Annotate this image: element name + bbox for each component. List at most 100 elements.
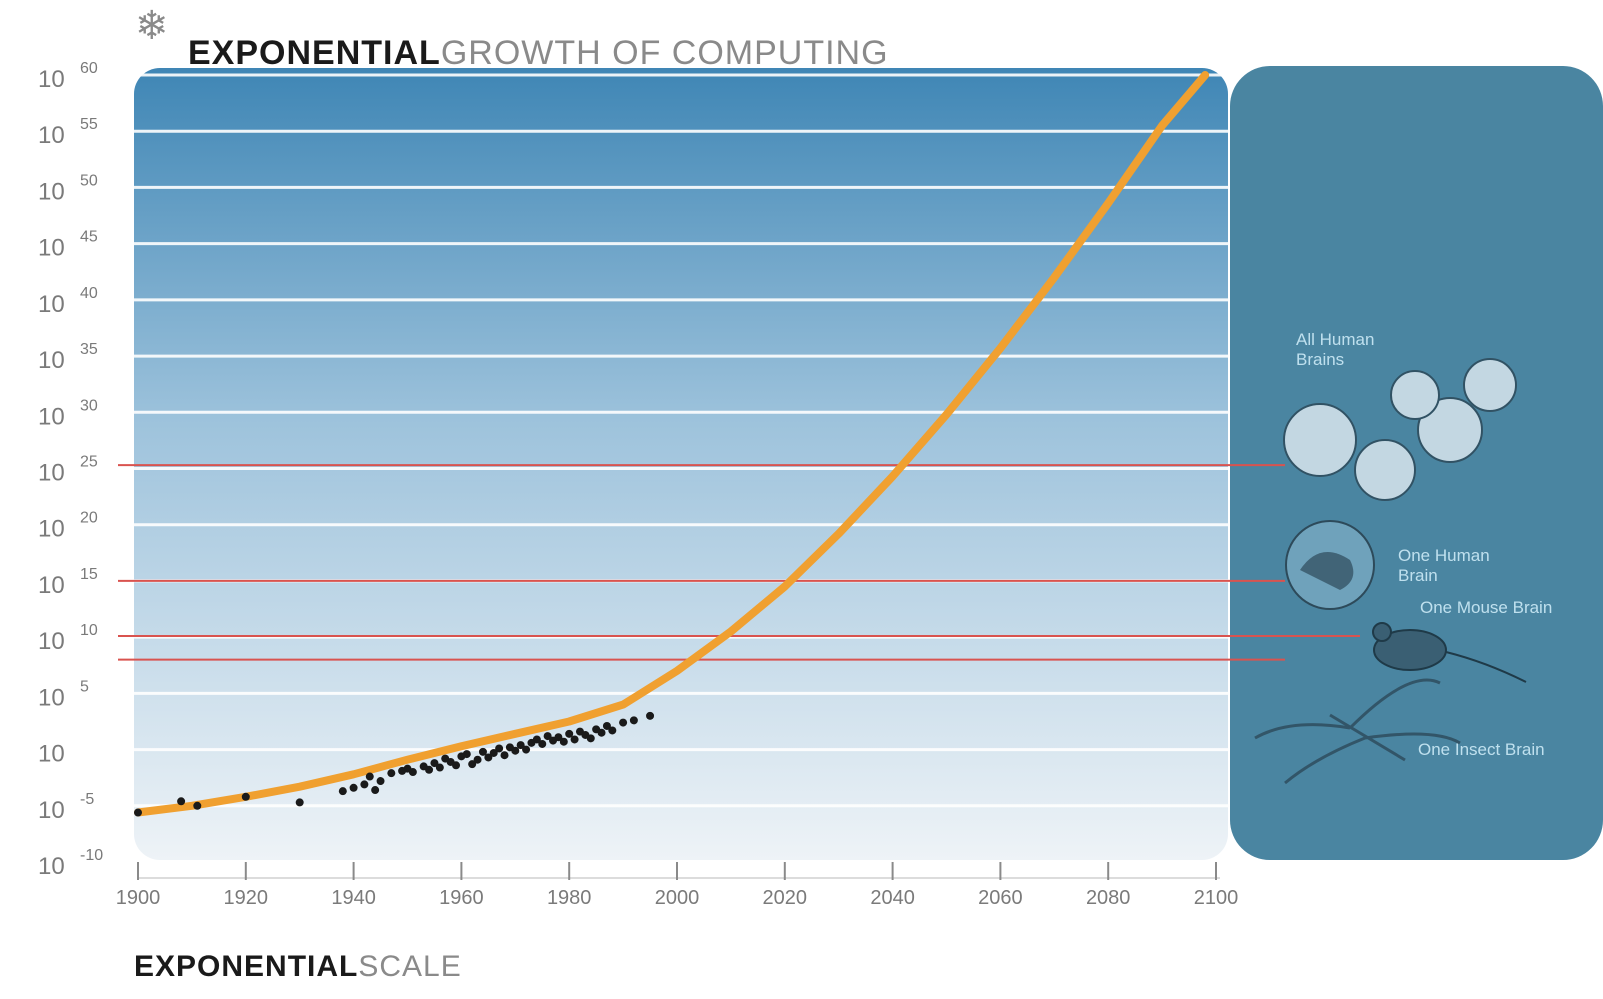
chart-subtitle: EXPONENTIALSCALE xyxy=(134,950,462,984)
y-tick-exponent: 10 xyxy=(80,622,98,639)
y-tick-exponent: 45 xyxy=(80,229,98,246)
chart-title-light: GROWTH OF COMPUTING xyxy=(440,34,889,72)
y-tick-label: 10 xyxy=(38,291,65,318)
data-point xyxy=(478,747,487,756)
side-panel xyxy=(1230,66,1603,860)
data-point xyxy=(489,748,498,757)
data-point xyxy=(338,787,347,796)
x-tick-label: 2040 xyxy=(870,887,915,909)
human-brain-icon xyxy=(1285,520,1375,610)
y-tick-label: 10 xyxy=(38,516,65,543)
y-tick-label: 10 xyxy=(38,460,65,487)
y-tick-label: 10 xyxy=(38,403,65,430)
x-tick-label: 2000 xyxy=(655,887,700,909)
y-tick-label: 10 xyxy=(38,853,65,880)
y-tick-exponent: 15 xyxy=(80,566,98,583)
y-tick-label: 10 xyxy=(38,178,65,205)
y-tick-label: 10 xyxy=(38,741,65,768)
data-point xyxy=(371,786,380,795)
data-point xyxy=(586,734,595,743)
data-point xyxy=(629,716,638,725)
y-tick-label: 10 xyxy=(38,628,65,655)
data-point xyxy=(543,732,552,741)
data-point xyxy=(473,755,482,764)
x-tick-label: 1900 xyxy=(116,887,161,909)
data-point xyxy=(516,741,525,750)
chart-subtitle-light: SCALE xyxy=(358,950,462,983)
data-point xyxy=(387,769,396,778)
y-tick-exponent: 30 xyxy=(80,397,98,414)
chart-title: EXPONENTIALGROWTH OF COMPUTING xyxy=(188,34,889,73)
y-tick-exponent: -5 xyxy=(80,791,94,808)
snowflake-icon: ❄ xyxy=(135,4,169,48)
data-point xyxy=(468,760,477,769)
y-tick-label: 10 xyxy=(38,235,65,262)
y-tick-exponent: 50 xyxy=(80,172,98,189)
data-point xyxy=(435,763,444,772)
y-tick-exponent: 25 xyxy=(80,454,98,471)
data-point xyxy=(376,777,385,786)
data-point xyxy=(565,729,574,738)
label-one-human-brain: One Human Brain xyxy=(1398,546,1490,585)
x-tick-label: 1940 xyxy=(331,887,376,909)
data-point xyxy=(425,765,434,774)
x-tick-label: 2080 xyxy=(1086,887,1131,909)
y-tick-label: 10 xyxy=(38,797,65,824)
y-tick-label: 10 xyxy=(38,684,65,711)
data-point xyxy=(295,798,304,807)
data-point xyxy=(349,783,358,792)
data-point xyxy=(495,744,504,753)
chart-title-bold: EXPONENTIAL xyxy=(188,34,441,72)
data-point xyxy=(193,801,202,810)
data-point xyxy=(462,750,471,759)
y-tick-label: 10 xyxy=(38,572,65,599)
y-tick-exponent: 40 xyxy=(80,285,98,302)
y-tick-exponent: 60 xyxy=(80,60,98,77)
x-tick-label: 2100 xyxy=(1194,887,1239,909)
x-tick-label: 2020 xyxy=(763,887,808,909)
data-point xyxy=(532,735,541,744)
y-tick-label: 10 xyxy=(38,66,65,93)
data-point xyxy=(177,797,186,806)
y-tick-exponent: 5 xyxy=(80,678,89,695)
data-point xyxy=(452,761,461,770)
y-tick-label: 10 xyxy=(38,347,65,374)
y-tick-exponent: 35 xyxy=(80,341,98,358)
data-point xyxy=(646,711,655,720)
data-point xyxy=(597,728,606,737)
human-faces-icon xyxy=(1283,358,1517,501)
data-point xyxy=(511,746,520,755)
chart-subtitle-bold: EXPONENTIAL xyxy=(134,950,359,983)
y-tick-exponent: -10 xyxy=(80,847,103,864)
y-tick-exponent: 55 xyxy=(80,116,98,133)
label-all-human-brains: All Human Brains xyxy=(1296,330,1375,369)
data-point xyxy=(408,768,417,777)
mouse-icon xyxy=(1372,622,1527,683)
x-tick-label: 1980 xyxy=(547,887,592,909)
y-tick-exponent: 20 xyxy=(80,510,98,527)
label-one-mouse-brain: One Mouse Brain xyxy=(1420,598,1553,617)
plot-background xyxy=(134,68,1228,860)
growth-curve xyxy=(134,71,1210,817)
dragonfly-icon xyxy=(1254,678,1461,785)
data-point xyxy=(554,733,563,742)
y-tick-label: 10 xyxy=(38,122,65,149)
data-point xyxy=(241,792,250,801)
data-point xyxy=(602,721,611,730)
data-point xyxy=(500,751,509,760)
x-tick-label: 1920 xyxy=(224,887,269,909)
data-point xyxy=(522,745,531,754)
data-point xyxy=(570,735,579,744)
data-point xyxy=(484,753,493,762)
data-point xyxy=(365,772,374,781)
data-point xyxy=(608,726,617,735)
data-point xyxy=(430,759,439,768)
data-point xyxy=(559,737,568,746)
data-point xyxy=(538,739,547,748)
x-tick-label: 1960 xyxy=(439,887,484,909)
data-point xyxy=(619,718,628,727)
x-tick-label: 2060 xyxy=(978,887,1023,909)
data-point xyxy=(134,808,142,817)
label-one-insect-brain: One Insect Brain xyxy=(1418,740,1545,759)
